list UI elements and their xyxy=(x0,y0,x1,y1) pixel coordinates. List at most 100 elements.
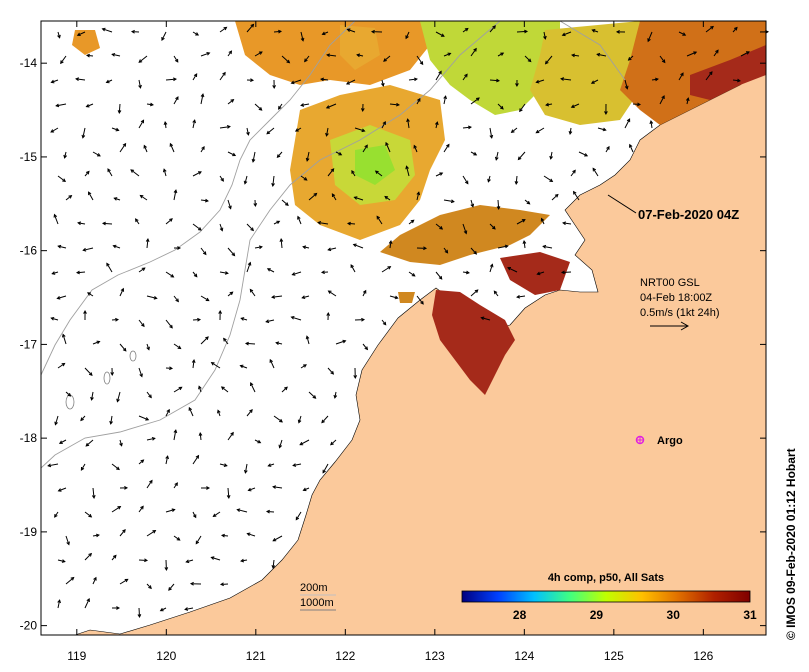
current-vector xyxy=(173,96,179,105)
current-vector xyxy=(266,319,275,323)
current-vector-head xyxy=(450,199,455,204)
current-vector xyxy=(51,317,59,321)
current-vector xyxy=(254,51,263,57)
current-vector-head xyxy=(61,559,66,563)
x-tick-label: 122 xyxy=(335,649,355,663)
current-vector xyxy=(495,151,499,160)
current-vector-head xyxy=(322,469,326,474)
current-vector xyxy=(240,365,248,369)
x-tick-label: 119 xyxy=(67,649,86,663)
current-vector xyxy=(85,439,94,447)
current-vector xyxy=(563,222,572,225)
current-vector-head xyxy=(446,143,450,148)
current-vector-head xyxy=(169,142,174,147)
current-vector-head xyxy=(294,128,299,132)
current-vector-head xyxy=(236,508,241,512)
current-vector xyxy=(84,553,92,561)
current-vector xyxy=(497,199,500,210)
current-vector-head xyxy=(87,292,91,296)
current-vector-head xyxy=(353,375,358,380)
current-vector-head xyxy=(85,103,90,108)
current-vector xyxy=(592,168,599,177)
y-axis: -14 -15 -16 -17 -18 -19 -20 xyxy=(20,56,766,633)
current-vector-head xyxy=(543,35,547,40)
current-vector xyxy=(326,127,329,136)
current-vector xyxy=(247,533,256,537)
current-vector xyxy=(138,506,144,513)
x-tick-label: 120 xyxy=(156,649,176,663)
current-vector-head xyxy=(246,131,250,136)
current-vector xyxy=(237,509,248,513)
current-vector-head xyxy=(220,177,224,182)
current-vector xyxy=(543,31,546,39)
current-vector xyxy=(497,245,508,249)
current-vector-head xyxy=(189,581,194,586)
current-vector-head xyxy=(55,103,60,108)
current-vector-head xyxy=(327,247,332,252)
current-vector-head xyxy=(385,141,389,146)
current-vector xyxy=(299,439,310,446)
current-vector-head xyxy=(465,270,470,275)
timestamp-pointer xyxy=(607,194,637,214)
current-vector-head xyxy=(169,324,173,329)
y-tick-label: -15 xyxy=(20,150,38,164)
current-vector xyxy=(57,600,61,609)
current-vector xyxy=(376,216,383,225)
current-vector xyxy=(516,30,528,33)
current-vector-head xyxy=(77,221,82,226)
current-vector-head xyxy=(411,273,416,277)
current-vector-head xyxy=(331,193,336,198)
current-vector xyxy=(192,360,195,369)
current-vector-head xyxy=(661,95,665,100)
current-vector-head xyxy=(63,154,67,159)
current-vector xyxy=(165,409,170,417)
current-vector-head xyxy=(279,418,283,423)
current-vector-head xyxy=(85,442,90,447)
current-vector-head xyxy=(297,419,302,424)
current-vector-head xyxy=(276,154,281,159)
current-vector xyxy=(328,247,337,251)
current-vector-head xyxy=(266,130,271,135)
current-vector xyxy=(302,295,310,299)
current-vector xyxy=(112,53,121,57)
current-vector-head xyxy=(515,83,519,88)
current-vector-head xyxy=(360,108,365,113)
current-vector xyxy=(56,103,67,107)
current-vector xyxy=(678,31,686,36)
current-vector-head xyxy=(257,439,262,444)
current-vector-head xyxy=(302,487,307,492)
current-vector xyxy=(227,199,232,209)
current-vector xyxy=(119,578,128,585)
current-vector xyxy=(58,487,67,492)
current-vector xyxy=(200,295,209,302)
current-vector-head xyxy=(615,30,620,34)
current-vector-head xyxy=(491,225,496,230)
current-vector xyxy=(107,168,113,177)
current-vector-head xyxy=(560,270,565,275)
current-vector xyxy=(481,317,491,321)
current-vector xyxy=(281,199,289,206)
current-vector xyxy=(111,506,121,513)
current-vector-head xyxy=(278,444,283,449)
current-vector-head xyxy=(352,243,357,248)
current-vector-head xyxy=(265,509,270,514)
current-vector xyxy=(462,223,467,234)
current-vector xyxy=(169,143,175,153)
current-vector xyxy=(462,175,469,184)
current-vector-head xyxy=(300,37,305,42)
current-vector-head xyxy=(382,321,387,326)
current-vector-head xyxy=(188,406,193,411)
current-vector xyxy=(408,271,416,277)
current-vector-head xyxy=(304,58,308,63)
current-vector-head xyxy=(345,81,350,85)
current-vector xyxy=(650,121,653,129)
current-vector-head xyxy=(480,316,485,321)
current-vector xyxy=(281,55,290,64)
current-vector xyxy=(562,31,572,36)
current-vector xyxy=(48,463,59,467)
current-vector-head xyxy=(62,178,67,183)
current-vector-head xyxy=(50,316,55,321)
current-vector xyxy=(330,439,337,446)
current-vector xyxy=(354,127,365,132)
current-vector-head xyxy=(715,49,719,54)
